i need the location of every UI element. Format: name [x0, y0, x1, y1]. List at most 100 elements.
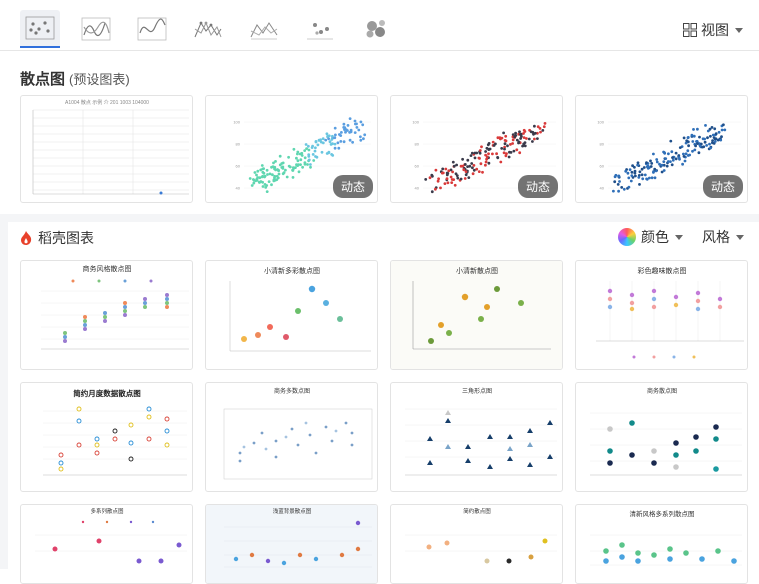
data-point — [706, 129, 710, 133]
data-point — [469, 154, 473, 157]
data-point — [317, 139, 321, 142]
data-point — [687, 144, 690, 148]
data-point — [346, 129, 349, 132]
data-point — [459, 164, 463, 168]
data-point — [258, 176, 262, 180]
data-point — [342, 122, 346, 126]
dynamic-badge: 动态 — [332, 175, 373, 198]
data-point — [463, 177, 467, 180]
data-point — [709, 134, 712, 138]
data-point — [434, 187, 437, 191]
data-point — [363, 133, 367, 137]
data-point — [503, 139, 507, 142]
template-card-simple-scatter[interactable]: 简约散点图 — [390, 504, 563, 584]
data-point — [686, 154, 690, 157]
data-point — [466, 165, 469, 168]
smooth-line-icon[interactable] — [132, 10, 172, 48]
data-point — [509, 143, 512, 146]
template-card-triangle-scatter[interactable]: 三角形点图 — [390, 382, 563, 492]
data-point — [719, 138, 723, 142]
data-point — [315, 155, 319, 159]
data-point — [357, 128, 361, 132]
data-point — [314, 140, 318, 143]
template-card-business-dot-scatter[interactable]: 商务散点图 — [575, 382, 748, 492]
data-point — [439, 186, 442, 190]
color-label: 颜色 — [641, 229, 669, 245]
data-point — [271, 173, 274, 177]
data-point — [720, 135, 723, 139]
template-card-title: 小清新多彩散点图 — [264, 266, 320, 275]
data-point — [522, 142, 526, 146]
data-point — [664, 157, 668, 160]
data-point — [330, 138, 334, 141]
data-point — [351, 140, 354, 144]
data-point — [683, 159, 687, 163]
data-point — [307, 144, 310, 148]
preset-card-two-series-scatter[interactable]: 40 60 80 100 动态 — [390, 95, 563, 203]
data-point — [503, 145, 506, 149]
data-point — [296, 163, 300, 166]
data-point — [503, 147, 506, 151]
data-point — [630, 170, 634, 174]
style-filter-button[interactable]: 风格 — [702, 227, 744, 247]
data-point — [511, 142, 514, 145]
data-point — [265, 190, 269, 193]
data-point — [682, 155, 686, 158]
data-point — [671, 156, 674, 159]
template-card-business-multi-scatter[interactable]: 商务多数点图 — [205, 382, 378, 492]
template-card-colorful-scatter[interactable]: 小清新多彩散点图 — [205, 260, 378, 370]
line-chart-icon[interactable] — [76, 10, 116, 48]
data-point — [275, 178, 279, 181]
data-point — [697, 151, 701, 155]
tick-label: 60 — [415, 164, 420, 169]
data-point — [503, 142, 507, 146]
tick-label: 80 — [415, 142, 420, 147]
preset-card-blue-scatter[interactable]: 40 60 80 100 动态 — [575, 95, 748, 203]
data-point — [518, 130, 521, 134]
data-point — [713, 127, 717, 131]
template-card-fresh-scatter[interactable]: 小清新散点图 — [390, 260, 563, 370]
data-point — [665, 164, 669, 168]
preset-card-gradient-scatter[interactable]: 40 60 80 100 动态 — [205, 95, 378, 203]
tick-label: 80 — [600, 142, 605, 147]
template-card-light-blue-scatter[interactable]: 浅蓝背景散点图 — [205, 504, 378, 584]
preset-card-basic-scatter[interactable]: A1004 散点 示例 介 201 1003 104000 — [20, 95, 193, 203]
scatter-chart-icon[interactable] — [20, 10, 60, 48]
data-point — [331, 134, 334, 138]
data-point — [301, 165, 304, 169]
data-point — [690, 133, 694, 137]
data-point — [496, 156, 499, 159]
data-point — [321, 141, 325, 145]
bubble-chart-icon[interactable] — [356, 10, 396, 48]
data-point — [640, 173, 644, 177]
data-point — [303, 156, 307, 160]
tick-label: 40 — [600, 186, 605, 191]
template-card-multi-series-scatter[interactable]: 多系列散点图 — [20, 504, 193, 584]
area-line-icon[interactable] — [244, 10, 284, 48]
data-point — [277, 172, 281, 176]
data-point — [522, 136, 526, 139]
data-point — [328, 140, 332, 144]
data-point — [533, 124, 536, 128]
template-card-fun-scatter[interactable]: 彩色趣味散点图 — [575, 260, 748, 370]
data-point — [485, 157, 488, 161]
data-point — [706, 136, 709, 140]
view-button[interactable]: 视图 — [683, 20, 743, 40]
data-point — [333, 146, 337, 150]
dot-plot-icon[interactable] — [300, 10, 340, 48]
template-card-fresh-multi-scatter[interactable]: 清新风格多系列散点图 — [575, 504, 748, 584]
data-point — [662, 169, 666, 172]
data-point — [612, 189, 615, 193]
data-point — [296, 152, 299, 156]
line-marker-icon[interactable] — [188, 10, 228, 48]
data-point — [333, 126, 337, 130]
data-point — [492, 144, 496, 147]
data-point — [291, 176, 295, 179]
template-card-monthly-scatter[interactable]: 简约月度数据散点图 — [20, 382, 193, 492]
data-point — [723, 128, 727, 132]
color-filter-button[interactable]: 颜色 — [618, 227, 683, 247]
data-point — [491, 140, 495, 144]
data-point — [470, 162, 474, 165]
template-card-business-scatter[interactable]: 商务风格散点图 — [20, 260, 193, 370]
data-point — [471, 172, 475, 176]
